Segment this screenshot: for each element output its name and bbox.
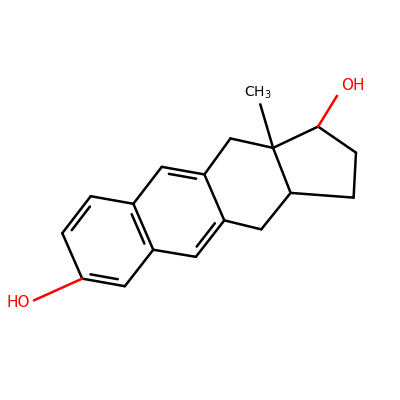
Text: OH: OH bbox=[341, 78, 364, 94]
Text: CH$_3$: CH$_3$ bbox=[244, 84, 272, 100]
Text: HO: HO bbox=[6, 295, 30, 310]
